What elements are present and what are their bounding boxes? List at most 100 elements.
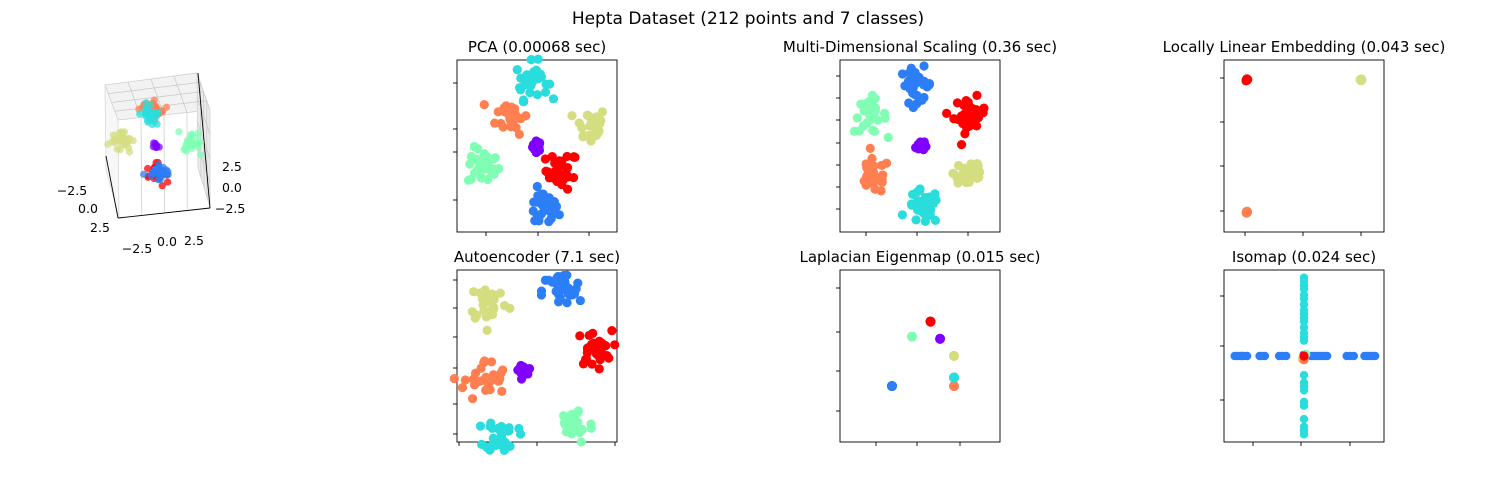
- autoencoder-point: [602, 351, 612, 361]
- pca-point: [514, 129, 524, 140]
- autoencoder-point: [495, 288, 505, 298]
- pca-point: [563, 172, 573, 182]
- pca-point: [466, 151, 476, 162]
- autoencoder-point: [594, 364, 604, 374]
- pca-point: [544, 217, 554, 227]
- autoencoder-point: [499, 300, 510, 311]
- 3d-point: [151, 165, 159, 173]
- pca-point: [557, 179, 567, 190]
- autoencoder-point: [486, 296, 496, 306]
- autoencoder-point: [460, 375, 470, 385]
- pca-point: [545, 203, 555, 214]
- panel-lle: Locally Linear Embedding (0.043 sec): [1163, 38, 1446, 236]
- laplacian-axes-frame: [839, 269, 1001, 443]
- lle-point: [1356, 75, 1366, 86]
- mds-point: [919, 92, 929, 103]
- mds-point: [904, 98, 914, 108]
- pca-point: [533, 139, 543, 149]
- mds-point: [952, 98, 963, 108]
- autoencoder-point: [481, 385, 491, 395]
- mds-point: [908, 75, 918, 85]
- autoencoder-title: Autoencoder (7.1 sec): [454, 248, 620, 266]
- panel-pca: PCA (0.00068 sec): [453, 38, 618, 236]
- pca-point: [479, 148, 489, 159]
- pca-point: [489, 164, 499, 174]
- pca-point: [548, 94, 559, 104]
- 3d-point: [148, 113, 156, 121]
- panel-autoencoder: Autoencoder (7.1 sec): [449, 248, 620, 456]
- pca-point: [587, 119, 597, 129]
- autoencoder-point: [497, 386, 507, 396]
- pca-point: [521, 111, 531, 121]
- laplacian-title: Laplacian Eigenmap (0.015 sec): [799, 248, 1040, 266]
- 3d-z-tick-label: −2.5: [215, 201, 245, 216]
- 3d-x-axis-line: [117, 207, 211, 219]
- isomap-point: [1299, 351, 1309, 361]
- mds-point: [852, 113, 862, 123]
- 3d-point: [140, 170, 148, 178]
- 3d-point: [185, 138, 193, 146]
- mds-point: [877, 175, 887, 185]
- isomap-point: [1349, 351, 1358, 361]
- laplacian-point: [949, 381, 959, 391]
- mds-point: [919, 61, 929, 71]
- autoencoder-point: [580, 354, 591, 365]
- pca-point: [569, 152, 579, 162]
- isomap-point: [1299, 422, 1309, 431]
- pca-point: [550, 166, 561, 176]
- autoencoder-point: [467, 394, 478, 404]
- 3d-y-axis-line: [105, 155, 119, 219]
- mds-point: [876, 186, 886, 196]
- pca-point: [535, 69, 545, 79]
- autoencoder-point: [587, 359, 597, 369]
- 3d-point: [136, 110, 144, 118]
- isomap-point: [1282, 351, 1291, 361]
- mds-point: [865, 143, 875, 154]
- mds-point: [897, 210, 907, 220]
- pca-point: [476, 173, 487, 183]
- mds-point: [879, 108, 890, 118]
- autoencoder-point: [561, 427, 571, 437]
- autoencoder-point: [551, 286, 561, 296]
- pca-point: [490, 118, 500, 128]
- mds-point: [960, 163, 970, 173]
- isomap-point: [1299, 397, 1309, 407]
- mds-point: [949, 114, 959, 124]
- isomap-point: [1299, 414, 1309, 424]
- isomap-point: [1299, 378, 1309, 387]
- lle-point: [1242, 207, 1252, 217]
- 3d-point: [194, 129, 202, 137]
- figure-title: Hepta Dataset (212 points and 7 classes): [572, 9, 924, 29]
- grid-line: [163, 114, 165, 213]
- mds-title: Multi-Dimensional Scaling (0.36 sec): [783, 38, 1057, 56]
- autoencoder-point: [588, 342, 598, 352]
- mds-point: [869, 126, 879, 136]
- pca-point: [532, 181, 542, 192]
- autoencoder-point: [479, 305, 489, 315]
- lle-title: Locally Linear Embedding (0.043 sec): [1163, 38, 1446, 56]
- isomap-point: [1299, 370, 1309, 380]
- mds-point: [867, 153, 877, 164]
- autoencoder-point: [540, 275, 551, 285]
- mds-point: [972, 90, 982, 101]
- autoencoder-point: [482, 325, 492, 335]
- autoencoder-point: [470, 368, 481, 378]
- panel-isomap: Isomap (0.024 sec): [1220, 248, 1385, 446]
- pca-point: [562, 163, 573, 173]
- pca-point: [567, 111, 577, 121]
- autoencoder-point: [562, 298, 572, 308]
- autoencoder-point: [586, 419, 596, 429]
- 3d-point: [157, 171, 165, 179]
- isomap-point: [1322, 351, 1332, 361]
- autoencoder-point: [595, 339, 605, 349]
- pca-point: [537, 189, 547, 199]
- pca-point: [493, 107, 503, 117]
- mds-point: [974, 172, 984, 182]
- mds-point: [961, 114, 971, 125]
- laplacian-point: [935, 333, 945, 344]
- pca-point: [577, 123, 587, 133]
- 3d-point: [196, 151, 205, 159]
- autoencoder-point: [610, 340, 620, 350]
- autoencoder-point: [504, 423, 514, 433]
